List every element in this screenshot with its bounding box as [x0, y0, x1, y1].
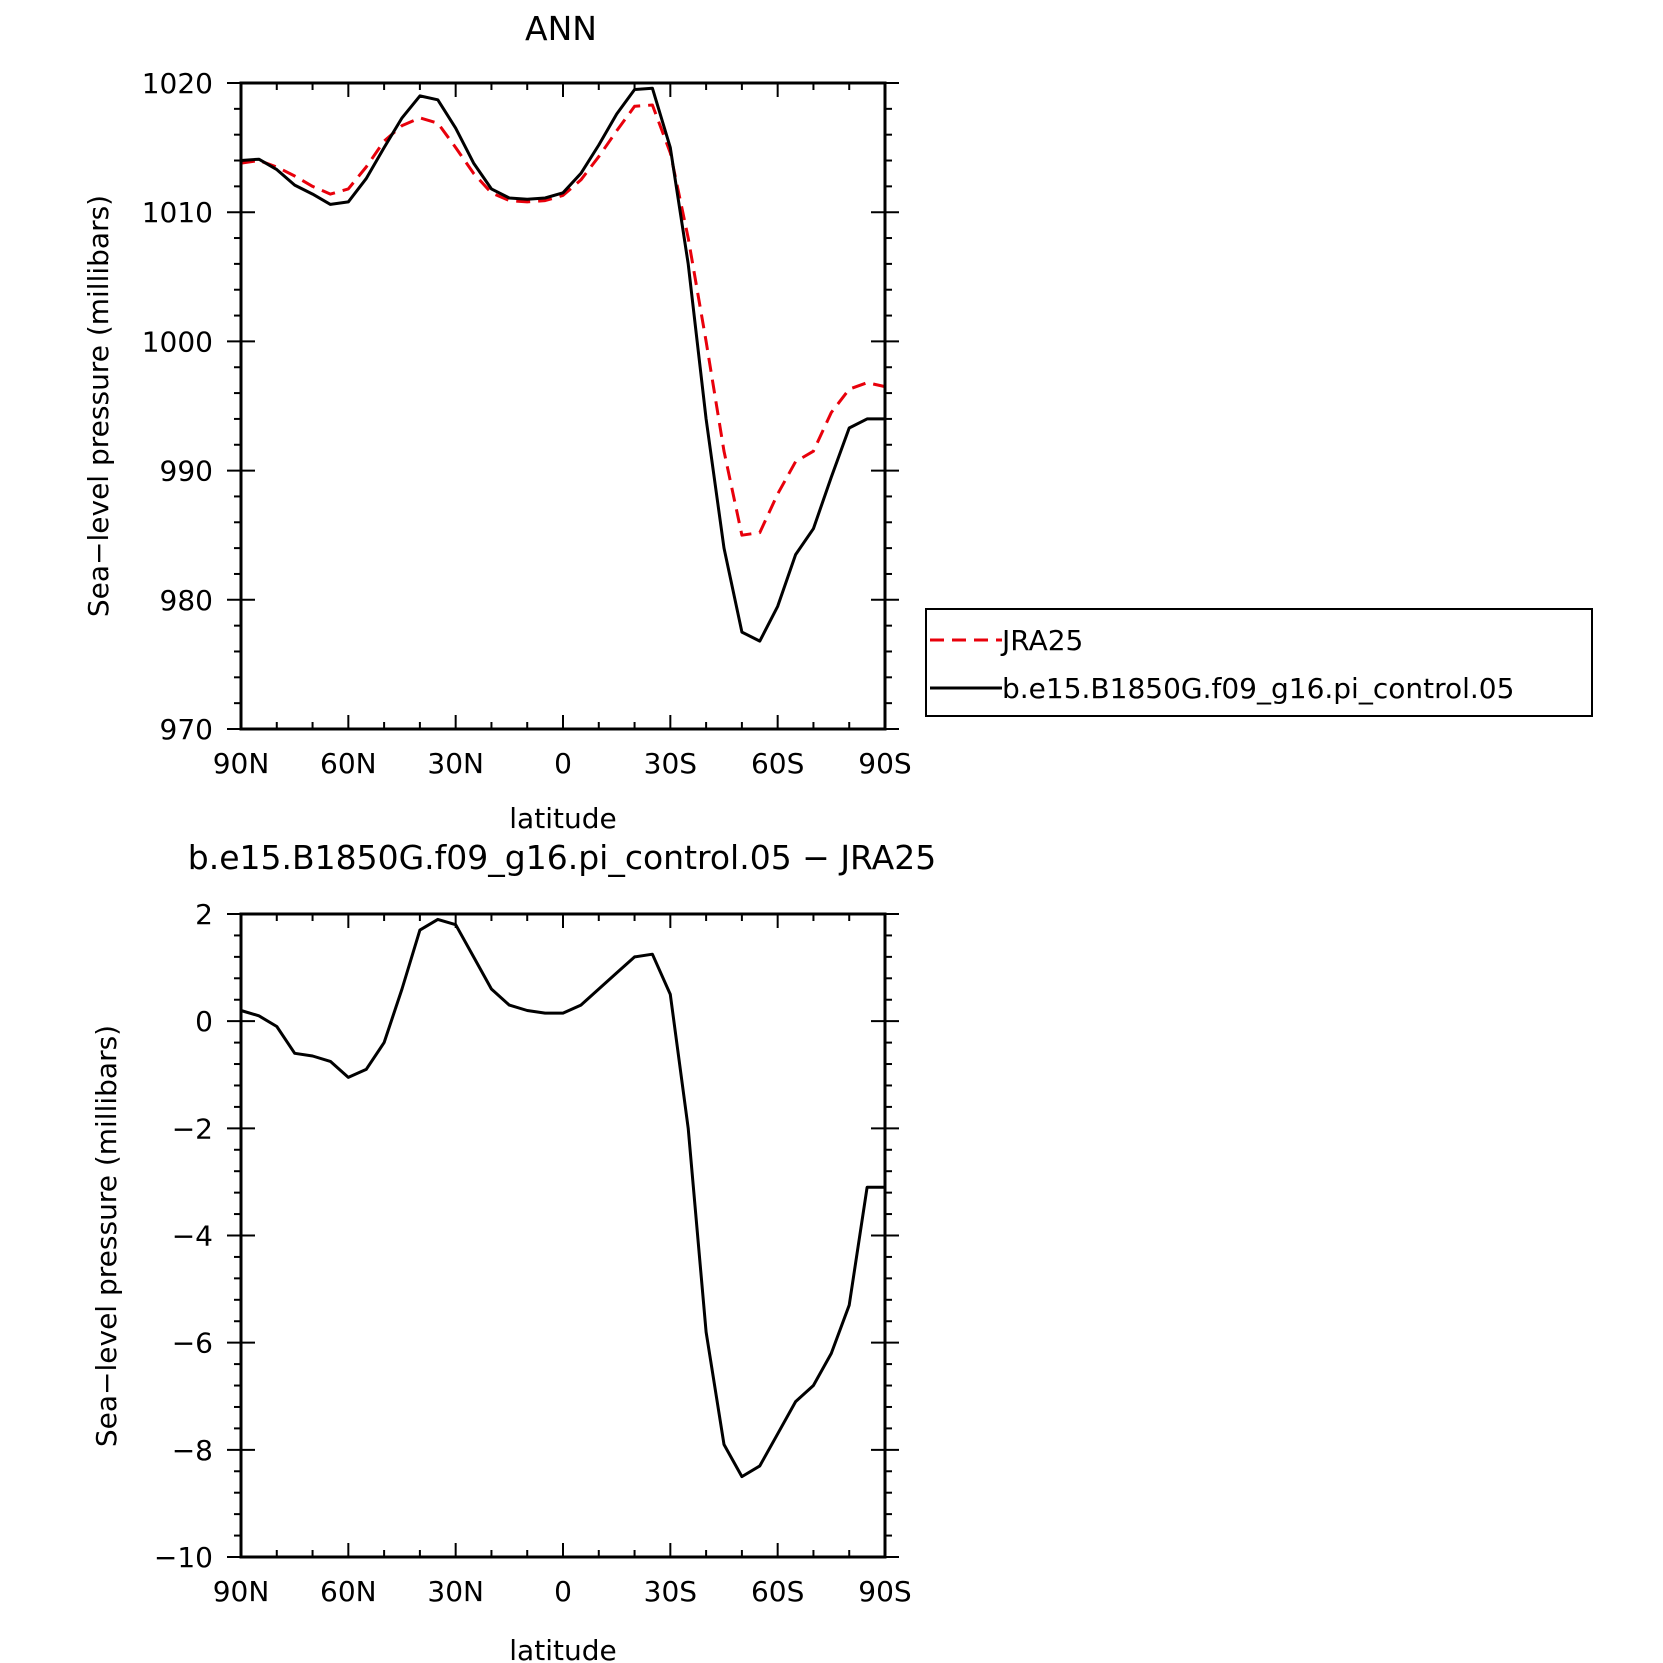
top-x-tick-label: 60N: [320, 747, 377, 780]
top-y-tick-label: 1000: [142, 325, 213, 358]
top-y-tick-label: 990: [160, 455, 213, 488]
top-plot-frame: [239, 81, 887, 731]
bottom-plot-frame: [239, 912, 887, 1559]
top-x-axis-label: latitude: [509, 802, 616, 835]
top-x-tick-label: 0: [554, 747, 572, 780]
top-y-axis-label: Sea−level pressure (millibars): [82, 195, 115, 617]
legend: JRA25 b.e15.B1850G.f09_g16.pi_control.05: [925, 608, 1593, 717]
top-plot-marks: [240, 86, 886, 643]
top-x-tick-label: 90N: [213, 747, 270, 780]
bottom-x-tick-label: 30S: [644, 1575, 697, 1608]
legend-entry-model: b.e15.B1850G.f09_g16.pi_control.05: [1002, 672, 1514, 705]
bottom-series-line-0: [240, 917, 885, 1479]
bottom-y-tick-label: −4: [172, 1220, 213, 1253]
top-x-tick-label: 30N: [427, 747, 484, 780]
top-series-line-1: [240, 86, 885, 643]
bottom-x-axis-label: latitude: [509, 1634, 616, 1663]
legend-box: [925, 608, 1593, 717]
top-x-tick-label: 30S: [644, 747, 697, 780]
legend-entry-jra25: JRA25: [1000, 624, 1083, 657]
bottom-x-tick-label: 90N: [213, 1575, 270, 1608]
bottom-axis-ticks: 90N 60N 30N 0 30S 60S 90S −10 −8 −6 −4 −2 0 2: [154, 898, 912, 1608]
top-axis-ticks: 90N 60N 30N 0 30S 60S 90S 970 980 990 1000 1010 1020: [142, 67, 912, 780]
bottom-y-tick-label: −8: [172, 1434, 213, 1467]
top-y-tick-label: 1020: [142, 67, 213, 100]
bottom-y-tick-label: −2: [172, 1112, 213, 1145]
top-y-tick-label: 970: [160, 713, 213, 746]
bottom-plot-marks: [240, 917, 885, 1479]
top-x-tick-label: 90S: [858, 747, 911, 780]
bottom-x-tick-label: 60S: [751, 1575, 804, 1608]
bottom-x-tick-label: 60N: [320, 1575, 377, 1608]
bottom-y-tick-label: −6: [172, 1327, 213, 1360]
bottom-y-tick-label: 2: [195, 898, 213, 931]
top-x-tick-label: 60S: [751, 747, 804, 780]
top-y-tick-label: 980: [160, 584, 213, 617]
bottom-x-tick-label: 90S: [858, 1575, 911, 1608]
bottom-x-tick-label: 0: [554, 1575, 572, 1608]
top-series-line-0: [240, 103, 886, 537]
bottom-y-tick-label: 0: [195, 1005, 213, 1038]
bottom-panel: b.e15.B1850G.f09_g16.pi_control.05 − JRA…: [90, 838, 936, 1663]
top-chart-title: ANN: [525, 9, 597, 48]
bottom-y-tick-label: −10: [154, 1541, 213, 1574]
top-panel: ANN 90N 60N 30N 0 30S 60S 90S 970 980 990 1000 1010…: [82, 9, 912, 835]
bottom-y-axis-label: Sea−level pressure (millibars): [90, 1025, 123, 1447]
top-y-tick-label: 1010: [142, 196, 213, 229]
bottom-chart-title: b.e15.B1850G.f09_g16.pi_control.05 − JRA…: [188, 838, 936, 877]
bottom-x-tick-label: 30N: [427, 1575, 484, 1608]
